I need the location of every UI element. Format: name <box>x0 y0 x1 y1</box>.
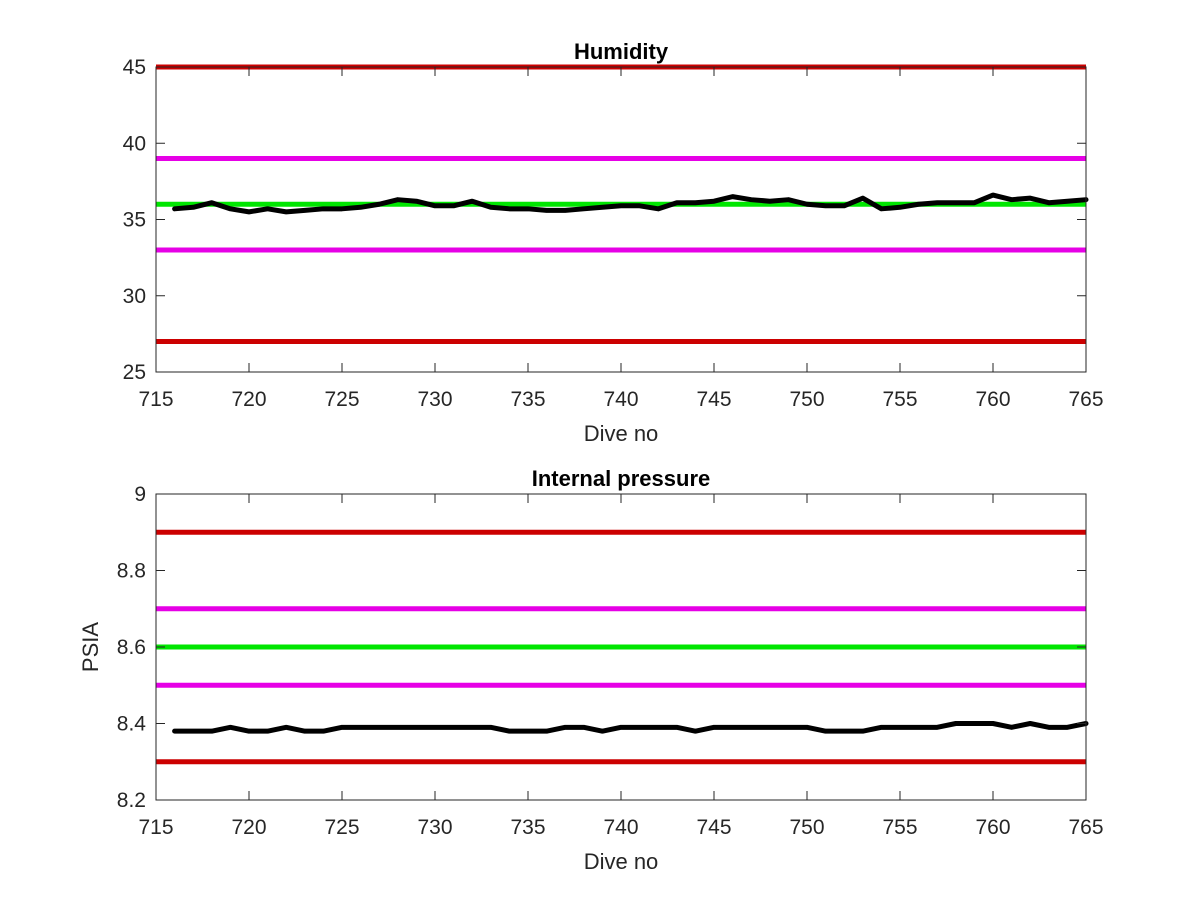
x-tick-label: 715 <box>138 388 173 411</box>
x-tick-label: 750 <box>789 388 824 411</box>
axes-box <box>155 66 1087 373</box>
x-tick-label: 760 <box>975 388 1010 411</box>
x-axis-label: Dive no <box>584 421 659 446</box>
humidity-chart: 715 720 725 730 735 740 745 750 755 760 765 25 30 35 4… <box>123 39 1104 446</box>
x-tick-label: 750 <box>789 816 824 839</box>
x-tick-label: 720 <box>231 816 266 839</box>
x-tick-label: 735 <box>510 816 545 839</box>
x-axis-label: Dive no <box>584 849 659 874</box>
x-tick-label: 740 <box>603 816 638 839</box>
x-tick-label: 715 <box>138 816 173 839</box>
x-tick-label: 725 <box>324 388 359 411</box>
x-tick-label: 745 <box>696 388 731 411</box>
y-tick-label: 9 <box>134 483 146 506</box>
chart-title: Humidity <box>574 39 669 64</box>
internal-pressure-chart: 715 720 725 730 735 740 745 750 755 760 765 8.2 8.4 8… <box>78 466 1104 874</box>
y-tick-label: 8.2 <box>117 789 146 812</box>
x-tick-label: 720 <box>231 388 266 411</box>
y-tick-label: 30 <box>123 285 146 308</box>
y-axis-label: PSIA <box>78 622 103 672</box>
data-series-line <box>172 192 1089 215</box>
y-tick-label: 40 <box>123 132 146 155</box>
x-tick-label: 765 <box>1068 816 1103 839</box>
chart-title: Internal pressure <box>532 466 711 491</box>
x-tick-label: 730 <box>417 388 452 411</box>
y-tick-label: 8.4 <box>117 713 147 736</box>
data-series-line <box>172 721 1089 734</box>
y-tick-label: 8.8 <box>117 560 146 583</box>
x-tick-label: 765 <box>1068 388 1103 411</box>
x-tick-label: 745 <box>696 816 731 839</box>
x-tick-label: 725 <box>324 816 359 839</box>
y-tick-label: 35 <box>123 209 146 232</box>
x-tick-label: 735 <box>510 388 545 411</box>
x-tick-label: 755 <box>882 388 917 411</box>
x-tick-label: 740 <box>603 388 638 411</box>
x-tick-label: 730 <box>417 816 452 839</box>
x-tick-label: 755 <box>882 816 917 839</box>
y-tick-label: 8.6 <box>117 636 146 659</box>
y-tick-label: 45 <box>123 56 146 79</box>
x-tick-label: 760 <box>975 816 1010 839</box>
y-tick-label: 25 <box>123 361 146 384</box>
